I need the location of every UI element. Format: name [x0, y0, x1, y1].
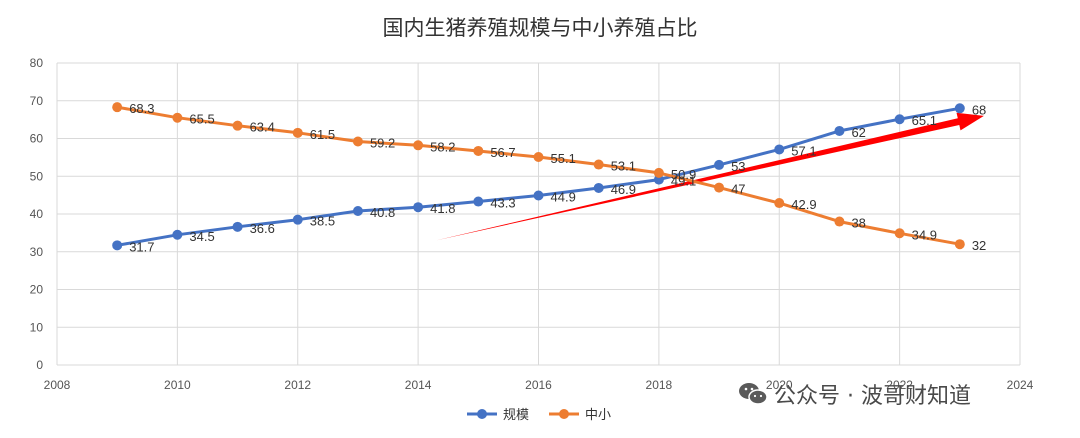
x-tick-label: 2016: [525, 378, 552, 392]
data-point: [954, 239, 965, 250]
data-label: 58.2: [430, 139, 455, 154]
data-point: [112, 102, 123, 113]
trend-arrow-shape: [436, 112, 984, 241]
data-label: 68: [972, 102, 986, 117]
wechat-icon: [738, 381, 768, 407]
data-label: 47: [731, 182, 745, 197]
data-point: [413, 202, 424, 213]
x-tick-label: 2012: [284, 378, 311, 392]
data-point: [593, 182, 604, 193]
data-label: 34.9: [912, 227, 937, 242]
data-point: [593, 159, 604, 170]
series-lines: [112, 102, 965, 251]
data-label: 49.1: [671, 174, 696, 189]
data-label: 61.5: [310, 127, 335, 142]
data-point: [172, 112, 183, 123]
data-label: 38.5: [310, 214, 335, 229]
data-point: [533, 151, 544, 162]
data-point: [894, 228, 905, 239]
watermark-text: 公众号 · 波哥财知道: [774, 384, 971, 409]
data-point: [473, 145, 484, 156]
data-labels: 31.7 34.5 36.6 38.5 40.8 41.8 43.3 44.9 46.9 49.1…: [129, 101, 986, 254]
data-label: 41.8: [430, 201, 455, 216]
data-label: 50.9: [671, 167, 696, 182]
data-point: [352, 205, 363, 216]
data-label: 46.9: [611, 182, 636, 197]
data-label: 43.3: [490, 196, 515, 211]
y-tick-label: 30: [30, 245, 44, 259]
y-tick-label: 50: [30, 169, 44, 183]
data-point: [232, 221, 243, 232]
y-tick-label: 40: [30, 207, 44, 221]
data-label: 36.6: [250, 221, 275, 236]
data-point: [653, 167, 664, 178]
x-tick-label: 2020: [766, 378, 793, 392]
data-label: 40.8: [370, 205, 395, 220]
data-point: [352, 136, 363, 147]
data-point: [834, 125, 845, 136]
data-point: [834, 216, 845, 227]
data-label: 55.1: [551, 151, 576, 166]
data-point: [533, 190, 544, 201]
y-tick-label: 80: [30, 56, 44, 70]
grid-lines: [56, 62, 1021, 366]
x-tick-label: 2022: [886, 378, 913, 392]
data-point: [292, 214, 303, 225]
legend-marker-0: [477, 409, 487, 419]
y-tick-label: 0: [36, 358, 43, 372]
data-label: 31.7: [129, 239, 154, 254]
data-point: [232, 120, 243, 131]
data-label: 57.1: [791, 143, 816, 158]
x-tick-label: 2008: [44, 378, 71, 392]
x-tick-label: 2018: [646, 378, 673, 392]
data-label: 44.9: [551, 190, 576, 205]
y-tick-label: 10: [30, 320, 44, 334]
data-label: 42.9: [791, 197, 816, 212]
x-tick-label: 2010: [164, 378, 191, 392]
data-label: 62: [851, 125, 865, 140]
data-point: [894, 114, 905, 125]
data-point: [172, 229, 183, 240]
data-point: [112, 240, 123, 251]
legend-label-0: 规模: [503, 408, 529, 423]
legend-marker-1: [559, 409, 569, 419]
data-label: 68.3: [129, 101, 154, 116]
y-tick-label: 70: [30, 94, 44, 108]
x-tick-label: 2014: [405, 378, 432, 392]
data-label: 34.5: [189, 229, 214, 244]
y-tick-label: 60: [30, 132, 44, 146]
data-point: [473, 196, 484, 207]
data-label: 56.7: [490, 145, 515, 160]
data-label: 53: [731, 159, 745, 174]
x-tick-label: 2024: [1007, 378, 1034, 392]
y-tick-label: 20: [30, 283, 44, 297]
data-label: 53.1: [611, 159, 636, 174]
x-tick-labels: 2008 2010 2012 2014 2016 2018 2020 2022 2024: [44, 378, 1034, 392]
data-point: [774, 198, 785, 209]
legend: 规模 中小: [467, 408, 611, 423]
data-label: 65.1: [912, 113, 937, 128]
legend-label-1: 中小: [585, 408, 611, 423]
data-label: 63.4: [250, 120, 275, 135]
trend-arrow: [436, 112, 984, 241]
data-point: [413, 140, 424, 151]
data-point: [714, 159, 725, 170]
data-point: [774, 144, 785, 155]
data-label: 59.2: [370, 136, 395, 151]
data-label: 32: [972, 238, 986, 253]
data-label: 38: [851, 216, 865, 231]
data-point: [954, 103, 965, 114]
watermark: 公众号 · 波哥财知道: [738, 378, 971, 410]
data-label: 65.5: [189, 112, 214, 127]
chart-title: 国内生猪养殖规模与中小养殖占比: [382, 16, 698, 40]
data-point: [714, 182, 725, 193]
data-point: [292, 127, 303, 138]
y-tick-labels: 0 10 20 30 40 50 60 70 80: [30, 56, 44, 372]
